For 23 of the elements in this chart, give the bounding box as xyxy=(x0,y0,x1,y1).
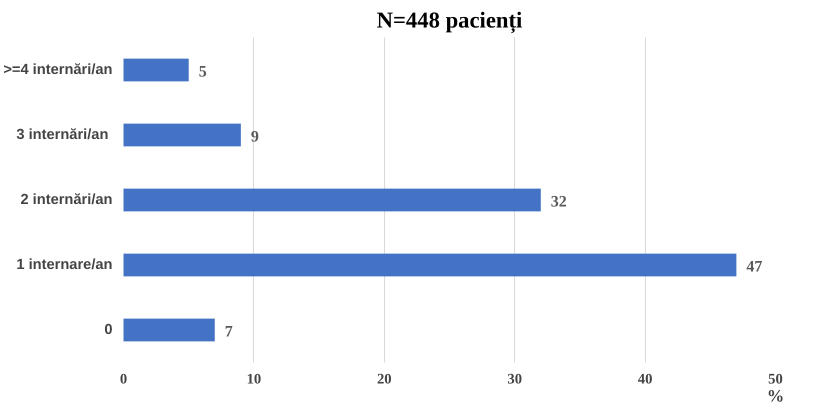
y-tick-label: 1 internare/an xyxy=(16,257,113,273)
bar xyxy=(124,318,215,342)
y-tick-label: 0 xyxy=(104,322,113,338)
x-tick-label: 0 xyxy=(120,372,128,388)
chart-title: N=448 pacienți xyxy=(376,8,522,34)
x-tick-label: 50 xyxy=(768,372,783,388)
bar xyxy=(124,254,736,276)
x-tick-label: 30 xyxy=(507,372,522,388)
bar xyxy=(124,124,241,146)
data-label: 47 xyxy=(746,258,762,276)
data-label: 9 xyxy=(250,128,259,146)
data-label: 5 xyxy=(198,64,207,80)
x-tick-label: 20 xyxy=(376,372,392,388)
data-label: 32 xyxy=(550,194,567,210)
bar xyxy=(124,188,541,212)
x-tick-label: 10 xyxy=(246,372,262,388)
y-tick-label: >=4 internări/an xyxy=(3,62,113,78)
x-axis-title: % xyxy=(766,386,784,406)
y-tick-label: 2 internări/an xyxy=(20,192,113,208)
x-tick-label: 40 xyxy=(638,372,652,388)
data-label: 7 xyxy=(224,324,233,340)
y-tick-label: 3 internări/an xyxy=(16,127,108,143)
bar xyxy=(124,58,189,82)
